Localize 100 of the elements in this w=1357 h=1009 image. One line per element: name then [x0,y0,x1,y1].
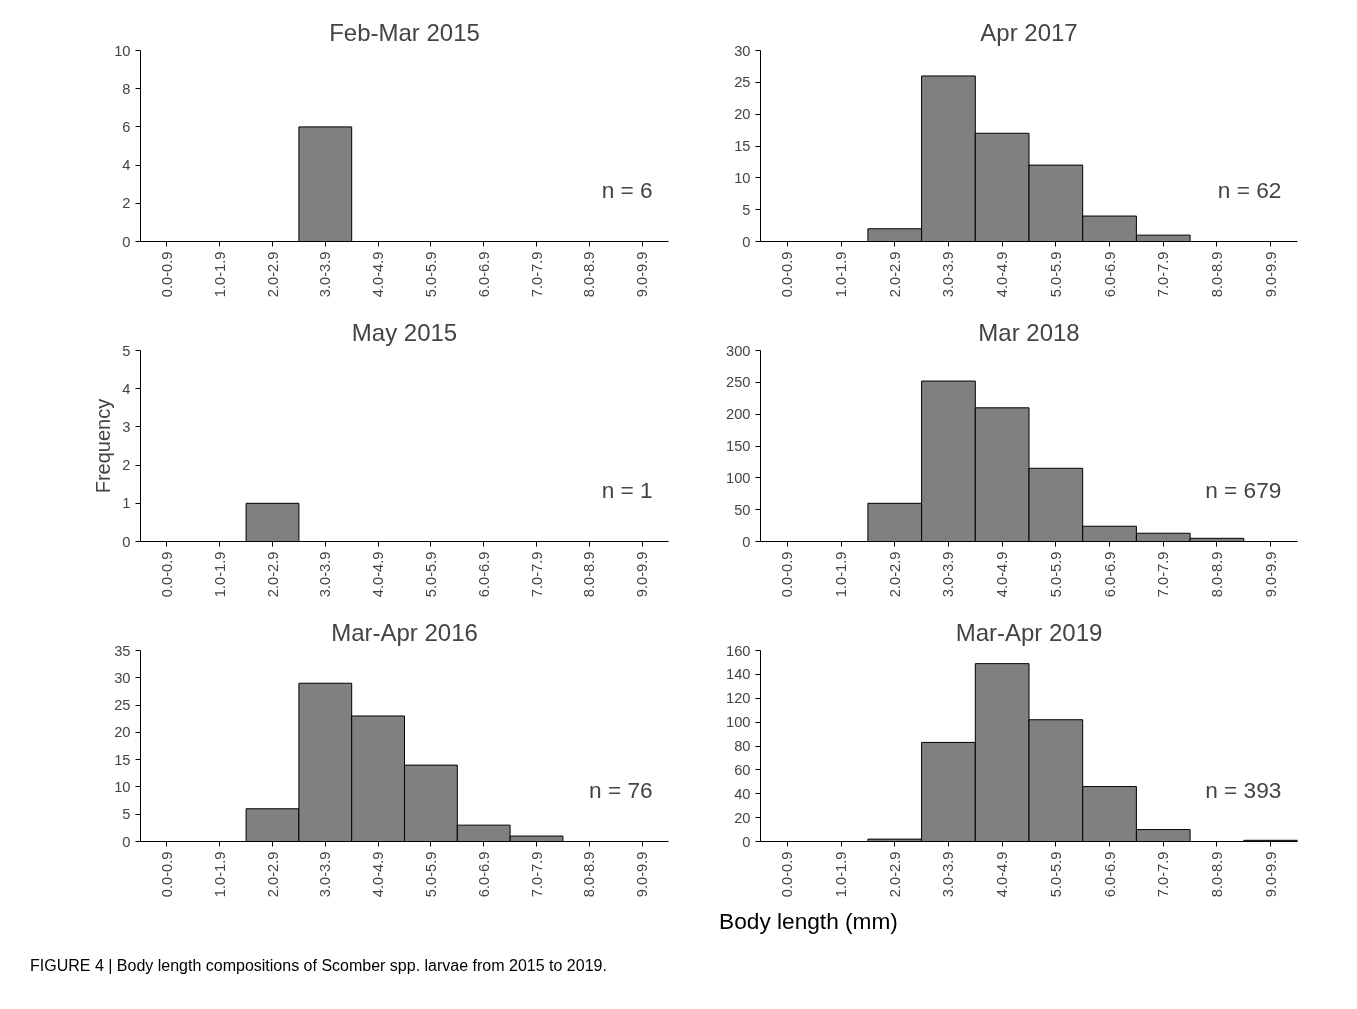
y-tick-label: 25 [114,697,131,714]
y-tick-label: 0 [742,533,751,550]
x-tick-label: 3.0-3.9 [317,251,334,298]
x-tick-label: 7.0-7.9 [1155,851,1172,898]
x-tick-label: 1.0-1.9 [833,851,850,898]
y-tick-label: 2 [122,195,131,212]
x-tick-label: 0.0-0.9 [158,551,175,598]
chart-title: Apr 2017 [980,18,1078,46]
y-tick-label: 10 [734,169,751,186]
x-tick-label: 6.0-6.9 [475,851,492,898]
y-tick-label: 50 [734,501,751,518]
annotation: n = 6 [601,177,653,204]
x-tick-label: 1.0-1.9 [211,551,228,598]
x-tick-label: 8.0-8.9 [1208,551,1225,598]
x-tick-label: 7.0-7.9 [528,551,545,598]
x-tick-label: 5.0-5.9 [422,251,439,298]
y-tick-label: 10 [114,778,131,795]
y-tick-label: 20 [734,809,751,826]
x-tick-label: 9.0-9.9 [634,251,651,298]
x-tick-label: 4.0-4.9 [370,551,387,598]
x-tick-label: 5.0-5.9 [1047,251,1064,298]
x-tick-label: 6.0-6.9 [475,551,492,598]
x-tick-label: 0.0-0.9 [779,551,796,598]
x-tick-label: 7.0-7.9 [1155,551,1172,598]
y-tick-label: 1 [122,495,131,512]
x-tick-label: 0.0-0.9 [779,251,796,298]
annotation: n = 62 [1217,177,1282,204]
y-tick-label: 0 [742,833,751,850]
y-tick-label: 8 [122,80,131,97]
y-tick-label: 250 [726,374,751,391]
chart-title: Mar 2018 [978,318,1080,346]
x-tick-label: 5.0-5.9 [422,551,439,598]
x-tick-label: 1.0-1.9 [211,251,228,298]
x-tick-label: 9.0-9.9 [1262,551,1279,598]
x-tick-label: 4.0-4.9 [994,851,1011,898]
y-tick-label: 5 [742,201,751,218]
y-tick-label: 0 [122,533,131,550]
chart-title: Mar-Apr 2019 [955,618,1103,646]
y-tick-label: 150 [726,438,751,454]
x-tick-label: 3.0-3.9 [940,851,957,898]
y-tick-label: 30 [114,669,131,686]
x-tick-label: 8.0-8.9 [581,551,598,598]
x-tick-label: 1.0-1.9 [211,851,228,898]
chart-title: Feb-Mar 2015 [329,18,480,46]
y-tick-label: 40 [734,785,751,802]
y-tick-label: 20 [734,106,751,123]
x-tick-label: 4.0-4.9 [370,251,387,298]
y-tick-label: 25 [734,74,751,91]
x-tick-label: 2.0-2.9 [264,551,281,598]
y-tick-label: 3 [122,418,131,435]
x-tick-label: 9.0-9.9 [634,551,651,598]
x-tick-label: 5.0-5.9 [1047,551,1064,598]
x-tick-label: 7.0-7.9 [528,851,545,898]
x-tick-label: 9.0-9.9 [634,851,651,898]
y-tick-label: 4 [122,157,131,174]
y-tick-label: 15 [114,751,131,768]
x-tick-label: 4.0-4.9 [370,851,387,898]
y-tick-label: 200 [726,406,751,423]
y-tick-label: 30 [734,42,751,59]
annotation: n = 679 [1205,477,1282,504]
x-tick-label: 8.0-8.9 [1208,251,1225,298]
caption: FIGURE 4 | Body length compositions of Scomber spp. larvae from 2015 to 2019. [30,956,607,976]
x-tick-label: 9.0-9.9 [1262,251,1279,298]
annotation: n = 393 [1205,777,1282,804]
y-tick-label: 0 [122,233,131,250]
x-tick-label: 1.0-1.9 [833,251,850,298]
y-tick-label: 6 [122,118,131,135]
y-tick-label: 0 [122,833,131,850]
x-tick-label: 8.0-8.9 [1208,851,1225,898]
annotation: n = 76 [589,777,653,804]
x-tick-label: 7.0-7.9 [528,251,545,298]
x-axis-title: Body length (mm) [719,907,898,936]
x-tick-label: 0.0-0.9 [779,851,796,898]
y-axis-title: Frequency [92,398,115,494]
y-tick-label: 160 [726,642,751,659]
y-tick-label: 0 [742,233,751,250]
x-tick-label: 2.0-2.9 [886,251,903,298]
y-tick-label: 100 [726,714,751,731]
x-tick-label: 6.0-6.9 [1101,851,1118,898]
x-tick-label: 0.0-0.9 [158,851,175,898]
y-tick-label: 5 [122,342,131,359]
x-tick-label: 6.0-6.9 [1101,251,1118,298]
x-tick-label: 4.0-4.9 [994,551,1011,598]
y-tick-label: 60 [734,761,751,778]
annotation: n = 1 [601,477,653,504]
y-tick-label: 120 [726,690,751,707]
x-tick-label: 7.0-7.9 [1155,251,1172,298]
x-tick-label: 2.0-2.9 [264,851,281,898]
y-tick-label: 10 [114,42,131,59]
x-tick-label: 5.0-5.9 [1047,851,1064,898]
y-tick-label: 15 [734,138,751,154]
x-tick-label: 2.0-2.9 [886,851,903,898]
x-tick-label: 9.0-9.9 [1262,851,1279,898]
x-tick-label: 8.0-8.9 [581,851,598,898]
y-tick-label: 4 [122,380,131,397]
x-tick-label: 3.0-3.9 [940,551,957,598]
chart-title: Mar-Apr 2016 [331,618,478,646]
x-tick-label: 3.0-3.9 [940,251,957,298]
y-tick-label: 140 [726,666,751,683]
y-tick-label: 100 [726,469,751,486]
